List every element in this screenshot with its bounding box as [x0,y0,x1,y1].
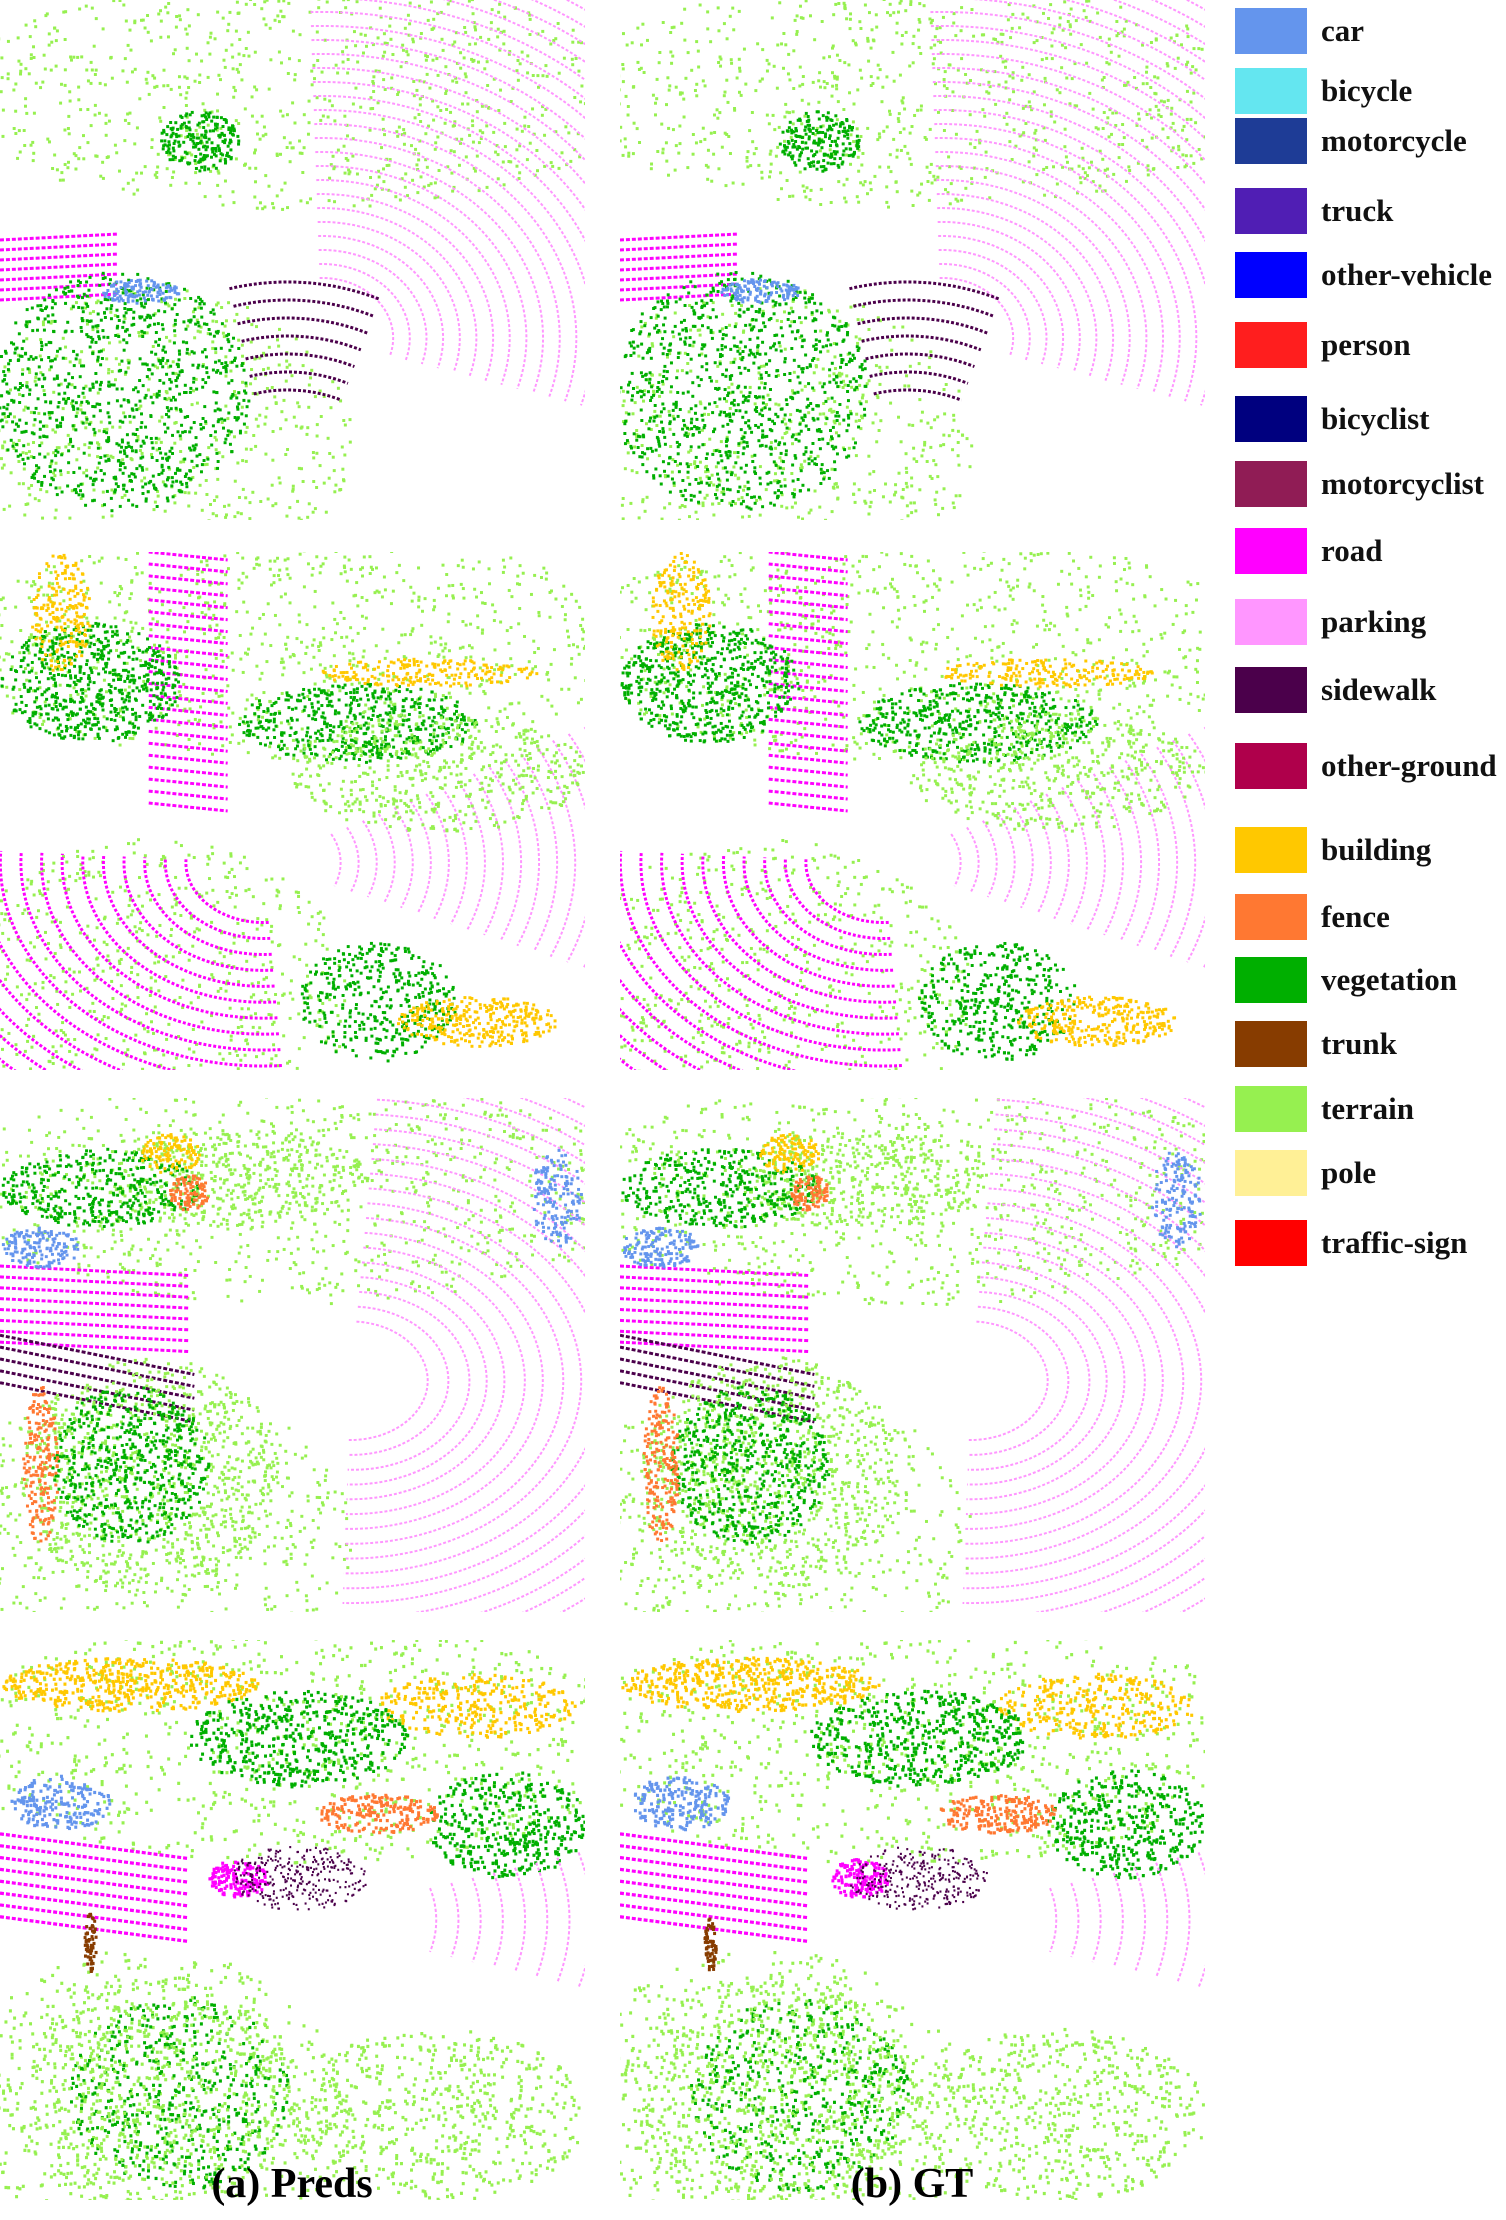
legend-swatch-building [1235,827,1307,873]
legend-label-pole: pole [1321,1154,1376,1192]
legend-swatch-parking [1235,599,1307,645]
legend-label-parking: parking [1321,603,1426,641]
scene-4-preds-pointcloud [0,1640,585,2200]
legend-swatch-vegetation [1235,957,1307,1003]
scene-1-gt-panel [620,0,1205,520]
legend-swatch-bicyclist [1235,396,1307,442]
legend-label-trunk: trunk [1321,1025,1397,1063]
scene-2-preds-panel [0,552,585,1070]
legend-label-vegetation: vegetation [1321,961,1457,999]
legend-label-fence: fence [1321,898,1390,936]
legend-swatch-terrain [1235,1086,1307,1132]
scene-1-preds-pointcloud [0,0,585,520]
scene-3-preds-panel [0,1098,585,1612]
legend-label-car: car [1321,12,1364,50]
legend-swatch-person [1235,322,1307,368]
legend-swatch-traffic-sign [1235,1220,1307,1266]
legend-swatch-fence [1235,894,1307,940]
scene-3-gt-pointcloud [620,1098,1205,1612]
legend-swatch-pole [1235,1150,1307,1196]
scene-3-gt-panel [620,1098,1205,1612]
legend-label-traffic-sign: traffic-sign [1321,1224,1467,1262]
legend-label-motorcycle: motorcycle [1321,122,1467,160]
legend-label-terrain: terrain [1321,1090,1414,1128]
legend-swatch-other-vehicle [1235,252,1307,298]
scene-2-gt-panel [620,552,1205,1070]
legend-swatch-car [1235,8,1307,54]
scene-4-gt-panel [620,1640,1205,2200]
legend-swatch-trunk [1235,1021,1307,1067]
scene-4-gt-pointcloud [620,1640,1205,2200]
legend-swatch-sidewalk [1235,667,1307,713]
legend-swatch-motorcyclist [1235,461,1307,507]
legend-swatch-bicycle [1235,68,1307,114]
legend-swatch-road [1235,528,1307,574]
scene-3-preds-pointcloud [0,1098,585,1612]
legend-label-person: person [1321,326,1411,364]
caption-gt: (b) GT [712,2160,1112,2208]
scene-1-gt-pointcloud [620,0,1205,520]
caption-preds: (a) Preds [92,2160,492,2208]
legend-label-other-vehicle: other-vehicle [1321,256,1492,294]
legend-swatch-truck [1235,188,1307,234]
scene-2-preds-pointcloud [0,552,585,1070]
scene-2-gt-pointcloud [620,552,1205,1070]
legend-label-sidewalk: sidewalk [1321,671,1436,709]
legend-label-building: building [1321,831,1431,869]
legend-label-truck: truck [1321,192,1393,230]
scene-1-preds-panel [0,0,585,520]
legend-label-other-ground: other-ground [1321,747,1497,785]
legend-label-motorcyclist: motorcyclist [1321,465,1484,503]
legend-swatch-other-ground [1235,743,1307,789]
legend-swatch-motorcycle [1235,118,1307,164]
legend-label-road: road [1321,532,1382,570]
scene-4-preds-panel [0,1640,585,2200]
legend-label-bicyclist: bicyclist [1321,400,1430,438]
legend-label-bicycle: bicycle [1321,72,1412,110]
